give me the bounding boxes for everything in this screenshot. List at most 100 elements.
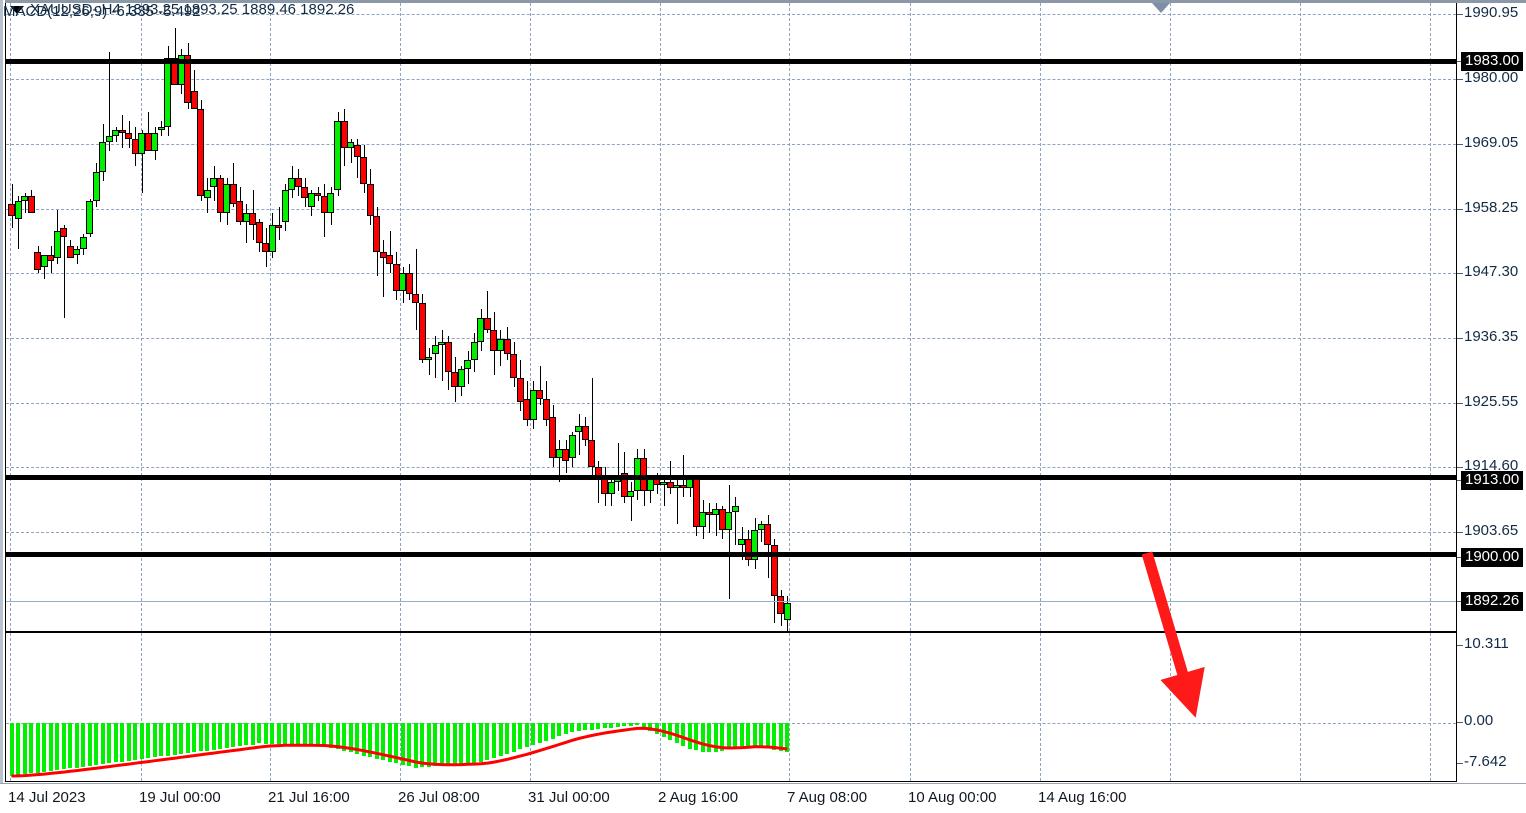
gridline-horizontal	[6, 14, 1456, 15]
triangle-down-icon[interactable]	[10, 5, 24, 14]
macd-histogram-bar	[446, 723, 451, 766]
macd-histogram-bar	[524, 723, 529, 748]
candle-wick	[25, 192, 26, 214]
macd-histogram-bar	[785, 723, 790, 753]
candle-wick	[709, 503, 710, 534]
time-axis[interactable]: 14 Jul 2023 19 Jul 00:00 21 Jul 16:00 26 Ju…	[0, 783, 1526, 813]
gridline-vertical	[660, 3, 661, 631]
candle-wick	[435, 335, 436, 378]
axis-price-badge[interactable]: 1983.00	[1461, 52, 1524, 71]
price-level-line[interactable]	[6, 59, 1456, 64]
time-axis-label: 31 Jul 00:00	[528, 789, 610, 806]
macd-histogram-bar	[211, 723, 216, 750]
gridline-horizontal	[6, 273, 1456, 274]
current-price-line	[6, 601, 1456, 602]
macd-histogram-bar	[120, 723, 125, 762]
macd-histogram-bar	[146, 723, 151, 759]
price-axis[interactable]: 1990.95 1983.00 1980.00 1969.05 1958.25 1947.…	[1457, 3, 1526, 632]
axis-price-label: -7.642	[1464, 753, 1507, 770]
candle-body	[157, 126, 165, 130]
candle-wick	[357, 138, 358, 178]
macd-histogram-bar	[720, 723, 725, 751]
axis-price-badge[interactable]: 1900.00	[1461, 548, 1524, 567]
axis-price-badge[interactable]: 1913.00	[1461, 471, 1524, 490]
candle-wick	[735, 497, 736, 546]
macd-histogram-bar	[355, 723, 360, 754]
candle-body	[216, 177, 224, 214]
gridline-vertical	[910, 633, 911, 781]
candle-body	[275, 225, 283, 229]
macd-histogram-bar	[361, 723, 366, 756]
candle-body	[366, 183, 374, 217]
candle-body	[412, 294, 420, 304]
time-axis-label: 14 Jul 2023	[8, 789, 86, 806]
macd-histogram-bar	[231, 723, 236, 748]
candle-body	[118, 129, 126, 133]
candle-body	[223, 183, 231, 214]
candle-wick	[664, 476, 665, 507]
macd-axis[interactable]: 10.311 0.00 -7.642	[1457, 632, 1526, 782]
candle-body	[477, 318, 485, 342]
macd-histogram-bar	[244, 723, 249, 746]
candle-body	[144, 132, 152, 151]
candle-wick	[429, 347, 430, 375]
candle-wick	[390, 231, 391, 274]
macd-histogram-bar	[94, 723, 99, 765]
macd-histogram-bar	[68, 723, 73, 769]
axis-tick	[1457, 61, 1463, 62]
price-level-line[interactable]	[6, 475, 1456, 480]
gridline-horizontal	[6, 144, 1456, 145]
candle-body	[53, 231, 61, 259]
candle-body	[360, 156, 368, 184]
axis-price-badge[interactable]: 1892.26	[1461, 592, 1524, 611]
macd-histogram-bar	[9, 723, 14, 777]
candle-body	[340, 120, 348, 148]
candle-body	[229, 183, 237, 205]
macd-histogram-bar	[707, 723, 712, 753]
gridline-vertical	[270, 633, 271, 781]
candle-body	[581, 425, 589, 441]
candle-body	[660, 482, 667, 486]
macd-histogram-bar	[609, 723, 614, 728]
candle-body	[47, 255, 55, 262]
candle-body	[751, 530, 759, 560]
candle-body	[627, 491, 635, 498]
time-axis-label: 19 Jul 00:00	[139, 789, 221, 806]
macd-histogram-bar	[641, 723, 646, 729]
macd-histogram-bar	[263, 723, 268, 744]
axis-price-label: 1936.35	[1464, 328, 1519, 345]
gridline-vertical	[530, 3, 531, 631]
candle-wick	[44, 255, 45, 280]
price-level-line[interactable]	[6, 552, 1456, 557]
macd-histogram-bar	[531, 723, 536, 746]
macd-histogram-bar	[583, 723, 588, 731]
candle-body	[314, 192, 322, 196]
time-axis-label: 21 Jul 16:00	[268, 789, 350, 806]
candle-body	[27, 195, 35, 214]
price-chart-pane[interactable]	[5, 3, 1457, 632]
candle-body	[386, 255, 394, 265]
time-axis-label: 14 Aug 16:00	[1038, 789, 1127, 806]
candle-wick	[716, 503, 717, 537]
candle-body	[203, 189, 211, 199]
gridline-vertical	[141, 3, 142, 631]
axis-tick	[1457, 144, 1463, 145]
gridline-vertical	[10, 3, 11, 631]
gridline-horizontal	[6, 532, 1456, 533]
candle-body	[99, 141, 107, 172]
macd-indicator-pane[interactable]	[5, 632, 1457, 782]
axis-tick	[1457, 722, 1463, 723]
time-axis-label: 26 Jul 08:00	[398, 789, 480, 806]
candle-body	[392, 264, 400, 292]
chart-top-marker-icon[interactable]	[1152, 3, 1170, 13]
candle-body	[177, 55, 185, 85]
candle-body	[470, 341, 478, 360]
candle-body	[431, 344, 439, 354]
candle-body	[497, 338, 504, 351]
candle-wick	[383, 240, 384, 298]
candle-body	[464, 359, 472, 369]
macd-histogram-bar	[322, 723, 327, 747]
candle-body	[327, 192, 335, 214]
macd-histogram-bar	[602, 723, 607, 729]
macd-histogram-bar	[420, 723, 425, 768]
